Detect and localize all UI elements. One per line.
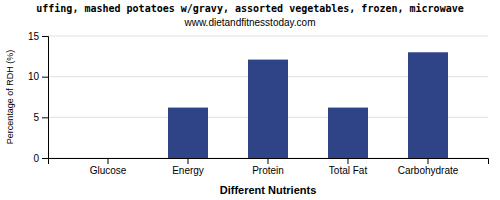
y-axis-title: Percentage of RDH (%) xyxy=(5,50,15,145)
tick: Protein xyxy=(252,158,284,176)
tick-label: Protein xyxy=(252,165,284,176)
bar xyxy=(88,158,128,159)
tick-mark xyxy=(428,158,429,164)
bar xyxy=(168,108,208,158)
title: uffing, mashed potatoes w/gravy, assorte… xyxy=(36,3,463,14)
tick: 10 xyxy=(28,71,48,82)
bar xyxy=(328,108,368,158)
x-axis-title: Different Nutrients xyxy=(220,184,317,196)
tick-mark xyxy=(42,117,48,118)
tick-mark xyxy=(42,158,48,159)
tick-mark xyxy=(42,36,48,37)
tick-label: 15 xyxy=(28,31,40,42)
tick: 5 xyxy=(33,112,48,123)
bar xyxy=(408,52,448,158)
tick-label: Energy xyxy=(172,165,204,176)
tick: Carbohydrate xyxy=(398,158,459,176)
tick: 15 xyxy=(28,31,48,42)
tick-mark xyxy=(348,158,349,164)
bars xyxy=(168,52,448,158)
tick-mark xyxy=(268,158,269,164)
bar xyxy=(248,60,288,158)
axis-line xyxy=(49,159,489,165)
chart: Glucose Energy Protein Total Fat Carbohydrat… xyxy=(0,0,500,200)
tick: Total Fat xyxy=(329,158,368,176)
x-axis: Glucose Energy Protein Total Fat Carbohydrat… xyxy=(49,158,489,176)
tick-label: Glucose xyxy=(90,165,127,176)
tick-mark xyxy=(188,158,189,164)
tick-label: Carbohydrate xyxy=(398,165,459,176)
tick-label: 0 xyxy=(33,153,39,164)
axis-line xyxy=(42,37,49,159)
grid-line xyxy=(48,36,488,37)
grid xyxy=(48,36,488,158)
tick-mark xyxy=(42,77,48,78)
tick: Energy xyxy=(172,158,204,176)
y-axis: 0 5 10 15 xyxy=(28,31,49,164)
tick-label: Total Fat xyxy=(329,165,368,176)
tick-label: 10 xyxy=(28,71,40,82)
tick-label: 5 xyxy=(33,112,39,123)
subtitle: www.dietandfitnesstoday.com xyxy=(184,17,316,28)
tick: Glucose xyxy=(90,158,127,176)
tick-mark xyxy=(108,158,109,164)
tick: 0 xyxy=(33,153,48,164)
